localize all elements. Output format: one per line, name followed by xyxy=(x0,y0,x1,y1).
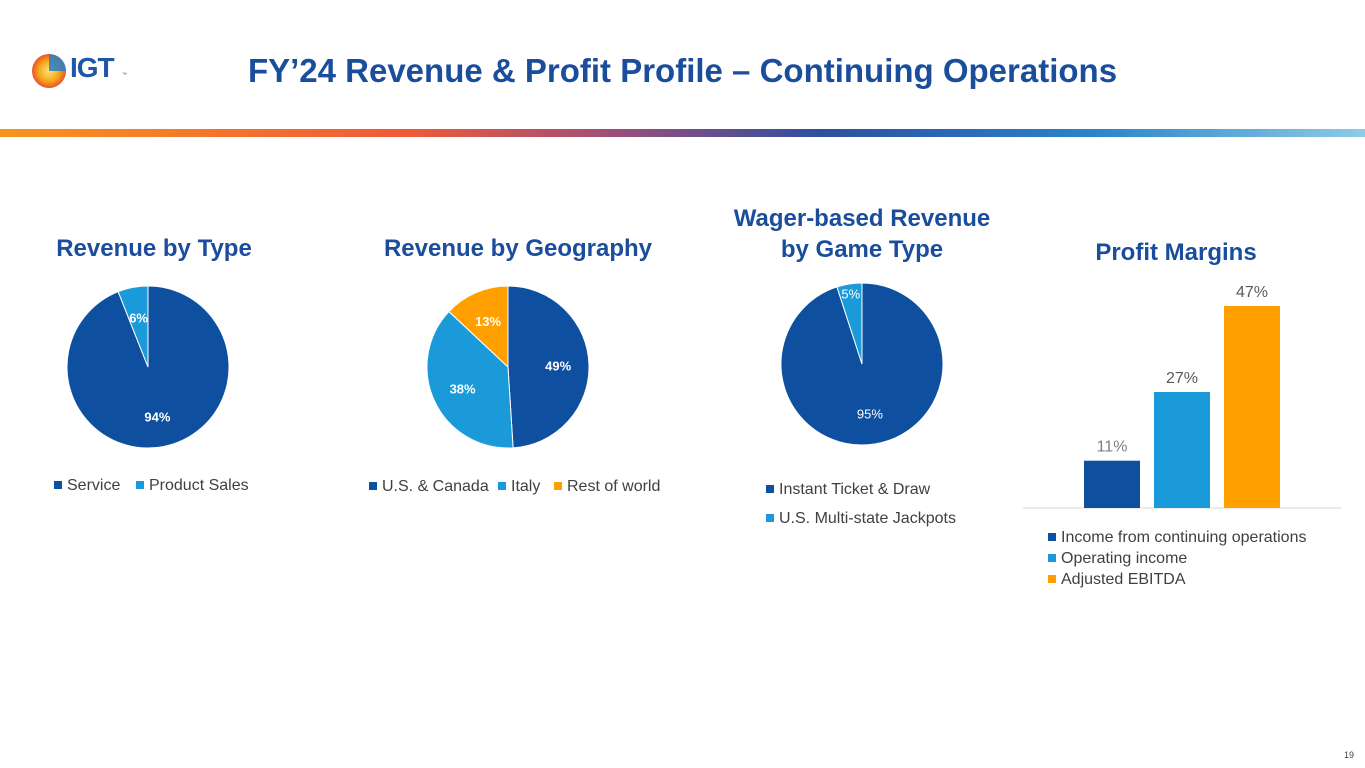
data-label-instant-ticket-draw: 95% xyxy=(857,407,883,422)
legend-swatch xyxy=(1048,533,1056,541)
bar-chart-profit-margins: 11% 27% 47% xyxy=(1023,284,1341,509)
legend-item-italy: Italy xyxy=(498,478,540,496)
legend-item-service: Service xyxy=(54,477,120,495)
bar-income-from-continuing-operations xyxy=(1084,460,1140,508)
chart-title-line-2: by Game Type xyxy=(780,236,944,263)
legend-wager-based-revenue: Instant Ticket & Draw U.S. Multi-state J… xyxy=(766,481,986,531)
legend-swatch xyxy=(554,482,562,490)
legend-revenue-by-type: Service Product Sales xyxy=(54,477,274,497)
pie-slice-u-s-multi-state-jackpots xyxy=(836,282,863,365)
bar-adjusted-ebitda xyxy=(1224,306,1280,508)
legend-swatch xyxy=(369,482,377,490)
legend-item-product-sales: Product Sales xyxy=(136,477,249,495)
data-label-u-s-multi-state-jackpots: 5% xyxy=(841,287,860,302)
data-label-service: 94% xyxy=(144,409,170,424)
legend-item-operating-income: Operating income xyxy=(1048,548,1348,569)
chart-title-profit-margins: Profit Margins xyxy=(1095,239,1257,266)
igt-logo: IGT ™ xyxy=(30,50,130,90)
chart-title-line-1: Wager-based Revenue xyxy=(733,205,991,232)
legend-swatch xyxy=(766,485,774,493)
pie-slice-product-sales xyxy=(117,285,149,368)
data-label-adjusted-ebitda: 47% xyxy=(1236,284,1268,301)
legend-swatch xyxy=(766,514,774,522)
pie-slice-rest-of-world xyxy=(448,285,509,369)
legend-swatch xyxy=(1048,554,1056,562)
page-number: 19 xyxy=(1343,750,1354,760)
chart-title-wager-based-revenue: Wager-based Revenue by Game Type xyxy=(712,203,1012,265)
legend-item-instant-ticket-draw: Instant Ticket & Draw xyxy=(766,481,930,499)
legend-swatch xyxy=(54,481,62,489)
legend-revenue-by-geography: U.S. & Canada Italy Rest of world xyxy=(369,478,669,498)
data-label-income-from-continuing-operations: 11% xyxy=(1097,439,1128,456)
pie-slice-u-s-canada xyxy=(507,285,590,449)
header-color-band xyxy=(0,129,1365,137)
legend-swatch xyxy=(1048,575,1056,583)
bar-operating-income xyxy=(1154,392,1210,508)
pie-chart-revenue-by-geography: 49% 38% 13% xyxy=(426,285,590,449)
logo-trademark: ™ xyxy=(122,72,127,78)
data-label-rest-of-world: 13% xyxy=(475,314,501,329)
legend-profit-margins: Income from continuing operations Operat… xyxy=(1048,527,1348,591)
chart-title-revenue-by-type: Revenue by Type xyxy=(56,235,252,262)
logo-text: IGT xyxy=(70,52,115,83)
legend-swatch xyxy=(498,482,506,490)
data-label-u-s-canada: 49% xyxy=(545,358,571,373)
legend-item-income-from-continuing-operations: Income from continuing operations xyxy=(1048,527,1348,548)
data-label-italy: 38% xyxy=(450,381,476,396)
pie-chart-revenue-by-type: 94% 6% xyxy=(66,285,230,449)
logo-sunburst-icon xyxy=(32,54,66,88)
legend-item-us-multi-state-jackpots: U.S. Multi-state Jackpots xyxy=(766,510,956,528)
pie-slice-italy xyxy=(426,310,514,449)
legend-swatch xyxy=(136,481,144,489)
pie-chart-wager-based-revenue: 95% 5% xyxy=(780,282,944,446)
data-label-operating-income: 27% xyxy=(1166,370,1198,387)
page-title: FY’24 Revenue & Profit Profile – Continu… xyxy=(247,52,1118,89)
data-label-product-sales: 6% xyxy=(129,311,148,326)
chart-title-revenue-by-geography: Revenue by Geography xyxy=(383,235,653,262)
legend-item-rest-of-world: Rest of world xyxy=(554,478,660,496)
legend-item-adjusted-ebitda: Adjusted EBITDA xyxy=(1048,569,1348,590)
legend-item-us-canada: U.S. & Canada xyxy=(369,478,489,496)
